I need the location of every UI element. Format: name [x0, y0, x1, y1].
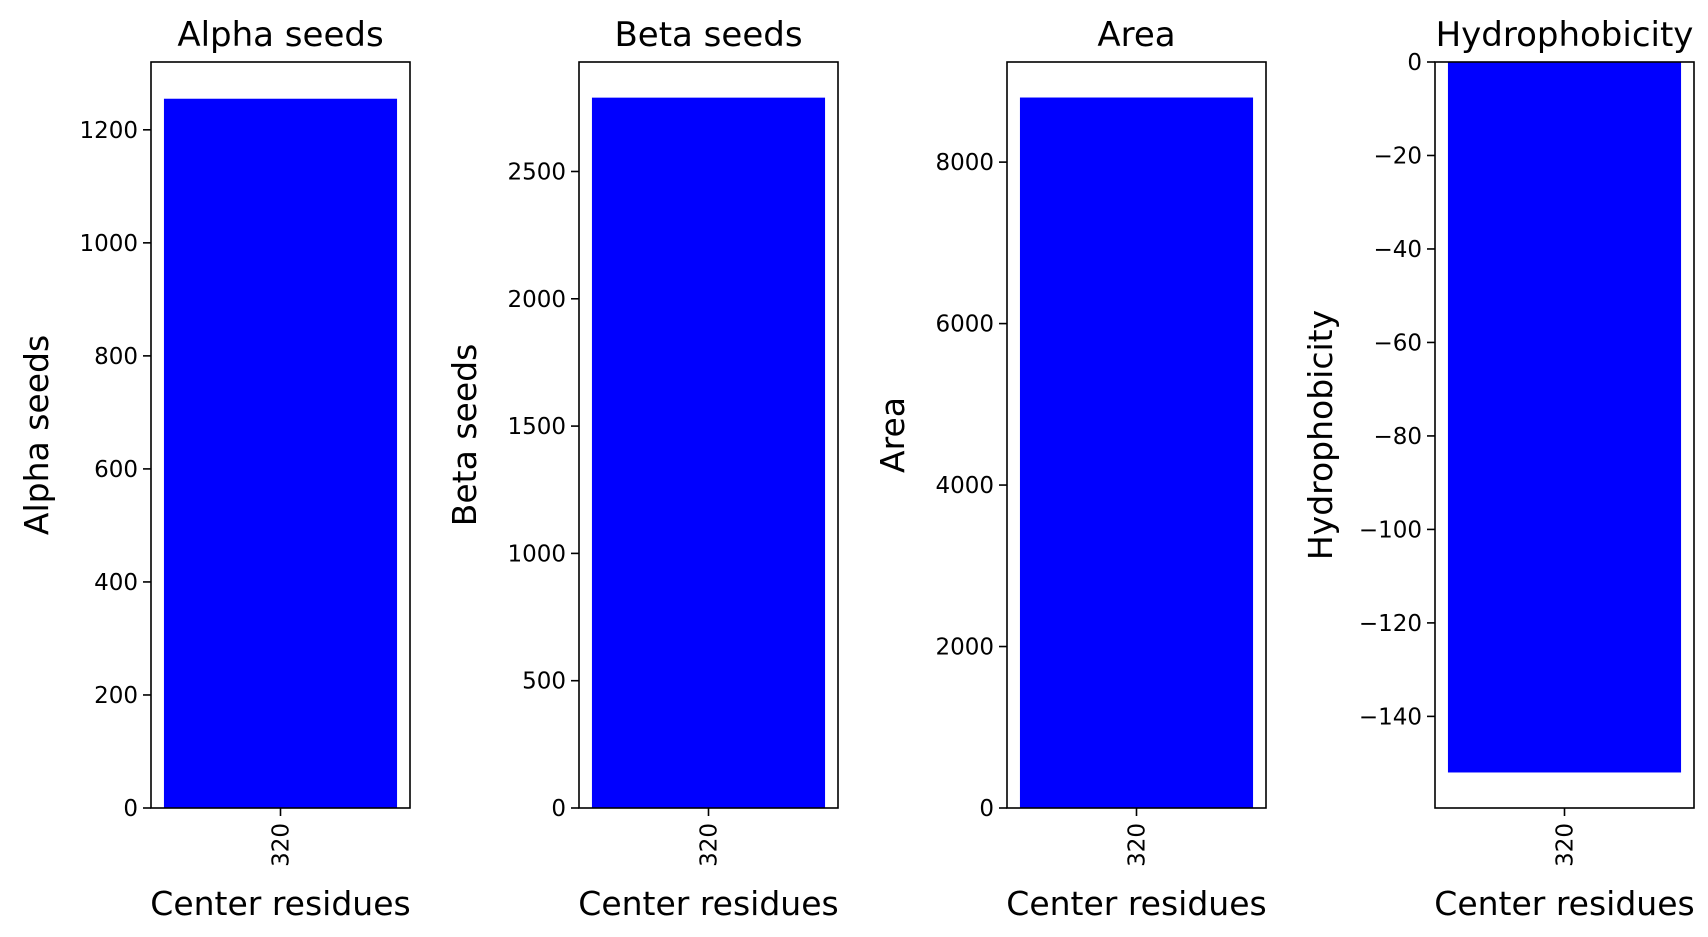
chart-title: Beta seeds: [614, 15, 802, 55]
chart-title: Hydrophobicity: [1436, 15, 1694, 55]
y-tick-label: 6000: [935, 312, 994, 338]
y-tick-label: 200: [94, 683, 138, 709]
y-tick-label: 800: [94, 344, 138, 370]
y-axis-label: Area: [873, 397, 912, 473]
y-tick-label: 1200: [79, 118, 138, 144]
y-tick-label: 500: [522, 669, 566, 695]
y-tick-label: 1500: [507, 414, 566, 440]
y-tick-label: −120: [1359, 611, 1422, 637]
y-tick-label: 2000: [507, 287, 566, 313]
x-tick-label: 320: [697, 823, 723, 867]
y-tick-label: −80: [1373, 424, 1422, 450]
bar-320: [163, 98, 398, 808]
chart-title: Area: [1097, 15, 1175, 55]
bar-320: [1447, 62, 1682, 773]
y-tick-label: −20: [1373, 143, 1422, 169]
x-axis-label: Center residues: [1006, 884, 1266, 923]
y-tick-label: 1000: [79, 231, 138, 257]
y-tick-label: −140: [1359, 704, 1422, 730]
y-tick-label: 400: [94, 570, 138, 596]
y-tick-label: 0: [123, 796, 138, 822]
y-axis-label: Hydrophobicity: [1301, 310, 1340, 560]
x-axis-label: Center residues: [1434, 884, 1694, 923]
y-tick-label: 2500: [507, 159, 566, 185]
chart-title: Alpha seeds: [177, 15, 383, 55]
y-tick-label: 0: [979, 796, 994, 822]
bar-320: [1019, 97, 1254, 809]
y-tick-label: −40: [1373, 237, 1422, 263]
x-tick-label: 320: [1125, 823, 1151, 867]
y-tick-label: −60: [1373, 330, 1422, 356]
y-tick-label: 0: [1407, 50, 1422, 76]
y-tick-label: 600: [94, 457, 138, 483]
y-axis-label: Alpha seeds: [17, 335, 56, 535]
y-tick-label: −100: [1359, 517, 1422, 543]
x-tick-label: 320: [269, 823, 295, 867]
y-axis-label: Beta seeds: [445, 344, 484, 527]
y-tick-label: 0: [551, 796, 566, 822]
y-tick-label: 1000: [507, 541, 566, 567]
bar-320: [591, 97, 826, 809]
x-axis-label: Center residues: [150, 884, 410, 923]
y-tick-label: 2000: [935, 635, 994, 661]
x-axis-label: Center residues: [578, 884, 838, 923]
x-tick-label: 320: [1553, 823, 1579, 867]
y-tick-label: 8000: [935, 150, 994, 176]
y-tick-label: 4000: [935, 473, 994, 499]
